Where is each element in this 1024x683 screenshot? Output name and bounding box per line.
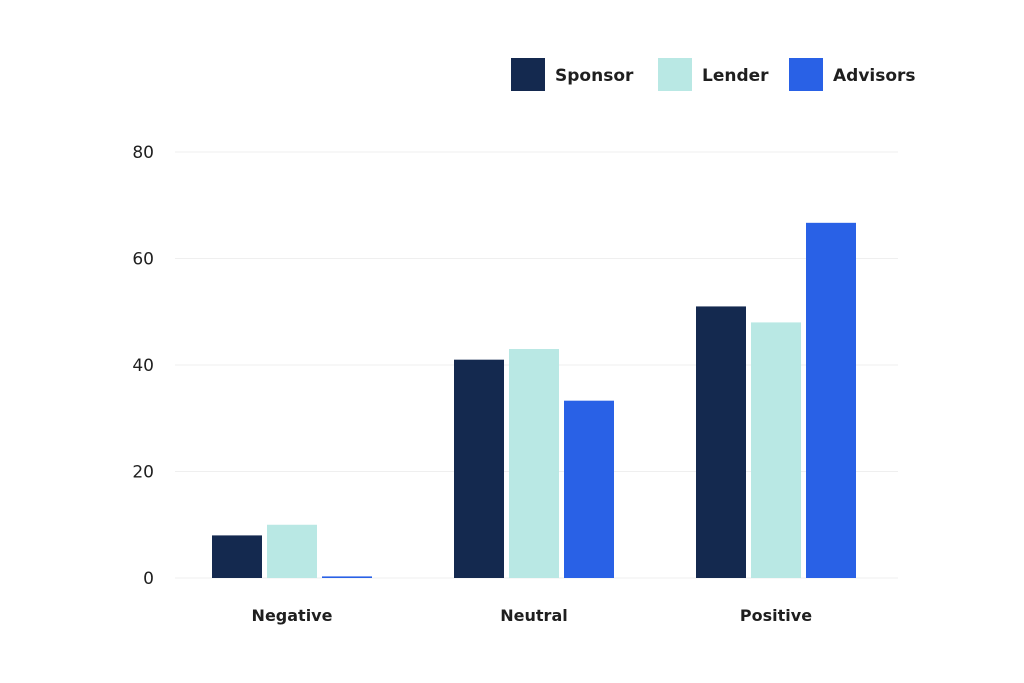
bar-sponsor-positive [696,306,746,578]
bar-lender-neutral [509,349,559,578]
bar-advisors-negative [322,576,372,578]
bar-lender-negative [267,524,317,578]
x-axis-categories: Negative Neutral Positive [252,606,813,625]
legend-item-lender: Lender [658,58,769,91]
y-tick-label: 40 [132,356,154,376]
y-tick-label: 80 [132,143,154,163]
bar-sponsor-negative [212,535,262,578]
bar-advisors-positive [806,222,856,578]
x-category-label: Neutral [500,606,567,625]
legend-label: Sponsor [555,66,634,86]
y-axis-ticks: 0 20 40 60 80 [132,143,154,589]
legend: Sponsor Lender Advisors [511,58,916,91]
y-tick-label: 20 [132,463,154,483]
legend-item-sponsor: Sponsor [511,58,634,91]
bars [212,222,856,578]
legend-label: Advisors [833,66,916,86]
bar-sponsor-neutral [454,359,504,578]
legend-item-advisors: Advisors [789,58,916,91]
y-tick-label: 60 [132,250,154,270]
bar-lender-positive [751,322,801,578]
bar-advisors-neutral [564,400,614,578]
x-category-label: Negative [252,606,333,625]
y-tick-label: 0 [143,569,154,589]
legend-label: Lender [702,66,769,86]
legend-swatch [511,58,545,91]
x-category-label: Positive [740,606,812,625]
legend-swatch [658,58,692,91]
legend-swatch [789,58,823,91]
